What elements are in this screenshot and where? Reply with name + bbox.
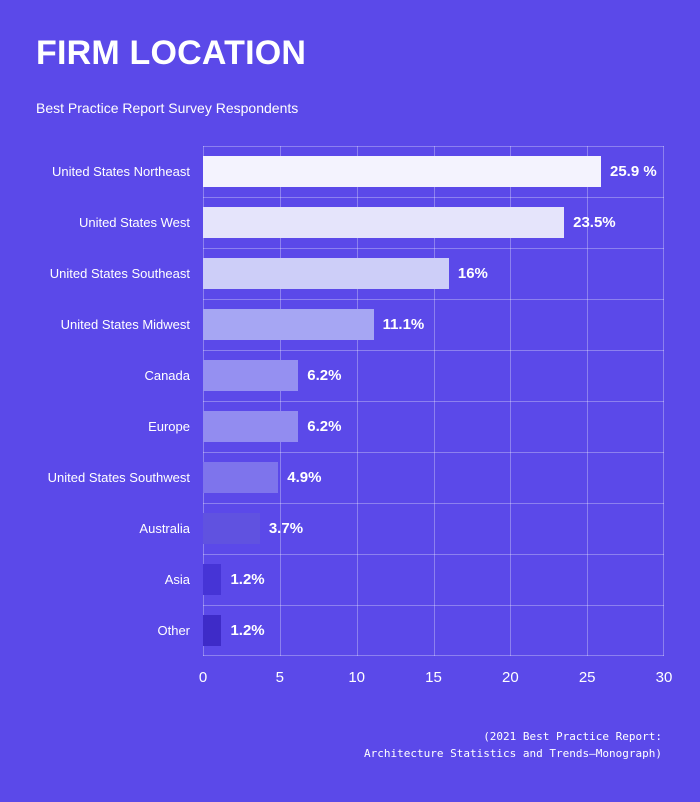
gridline-horizontal [203,299,664,300]
source-citation-line1: (2021 Best Practice Report: [483,729,662,743]
bar [203,564,222,595]
gridline-vertical [510,146,512,656]
category-label: Other [157,622,190,638]
page-title: FIRM LOCATION [36,34,307,72]
gridline-horizontal [203,655,664,656]
category-label: United States Northeast [51,163,190,179]
x-tick-label: 15 [425,669,442,686]
gridline-vertical [433,146,435,656]
bar-row: 6.2% [203,350,664,401]
bar-row: 4.9% [203,452,664,503]
bar-value-label: 11.1% [382,315,425,333]
bar-value-label: 1.2% [230,570,265,588]
gridline-horizontal [203,248,664,249]
gridline-horizontal [203,554,664,555]
category-label: Australia [139,520,190,536]
category-label: Asia [164,571,190,587]
bar-chart: United States Northeast United States Wes… [36,146,672,686]
gridline-vertical [587,146,589,656]
category-label: United States Southeast [49,265,190,281]
category-label: United States Southwest [47,469,190,485]
gridline-horizontal [203,146,664,147]
gridline-vertical [279,146,281,656]
bar [203,258,449,289]
x-ticks: 0 5 10 15 20 25 30 [199,656,673,688]
gridlines [203,146,664,656]
bar-row: 1.2% [203,554,664,605]
category-labels: United States Northeast United States Wes… [36,146,203,656]
x-tick-label: 20 [501,669,519,686]
bar [203,207,565,238]
gridline-horizontal [203,452,664,453]
header: FIRM LOCATION Best Practice Report Surve… [0,0,700,116]
gridline-vertical [356,146,358,656]
plot-area: 25.9 % 23.5% 16% 11.1% 6.2% 6.2% 4.9% 3.7% 1.2% 1… [199,146,672,686]
gridline-vertical [663,146,664,656]
bar-value-label: 1.2% [230,621,265,639]
x-tick-label: 5 [275,669,284,686]
gridline-horizontal [203,605,664,606]
bar [203,513,260,544]
category-label: Canada [144,367,190,383]
x-tick-label: 0 [198,669,208,686]
bar [203,156,601,187]
gridline-horizontal [203,503,664,504]
bar-value-label: 4.9% [287,468,322,486]
bar [203,309,374,340]
gridline-horizontal [203,401,664,402]
bar-rows: 25.9 % 23.5% 16% 11.1% 6.2% 6.2% 4.9% 3.7% 1.2% 1… [203,146,664,656]
source-citation: (2021 Best Practice Report: Architecture… [364,728,662,762]
source-citation-line2: Architecture Statistics and Trends—Monog… [363,746,662,760]
category-label: United States West [78,214,190,230]
gridline-horizontal [203,350,664,351]
bar [203,462,279,493]
bar-value-label: 6.2% [307,366,342,384]
bar [203,615,222,646]
bar-row: 23.5% [203,197,664,248]
category-label: United States Midwest [60,316,190,332]
bar-row: 25.9 % [203,146,664,197]
bar-row: 11.1% [203,299,664,350]
x-tick-label: 25 [578,669,596,686]
bar-value-label: 23.5% [573,213,616,231]
x-tick-label: 10 [348,669,365,686]
bar-value-label: 3.7% [268,519,304,537]
bar-row: 1.2% [203,605,664,656]
bar [203,360,299,391]
x-tick-label: 30 [655,669,673,686]
bar-row: 6.2% [203,401,664,452]
bar-value-label: 25.9 % [609,162,657,180]
category-label: Europe [148,418,190,434]
page-subtitle: Best Practice Report Survey Respondents [36,100,299,116]
gridline-vertical [203,146,204,656]
gridline-horizontal [203,197,664,198]
bar-value-label: 16% [457,264,488,282]
bar [203,411,299,442]
bar-row: 3.7% [203,503,664,554]
bar-value-label: 6.2% [307,417,342,435]
bar-row: 16% [203,248,664,299]
